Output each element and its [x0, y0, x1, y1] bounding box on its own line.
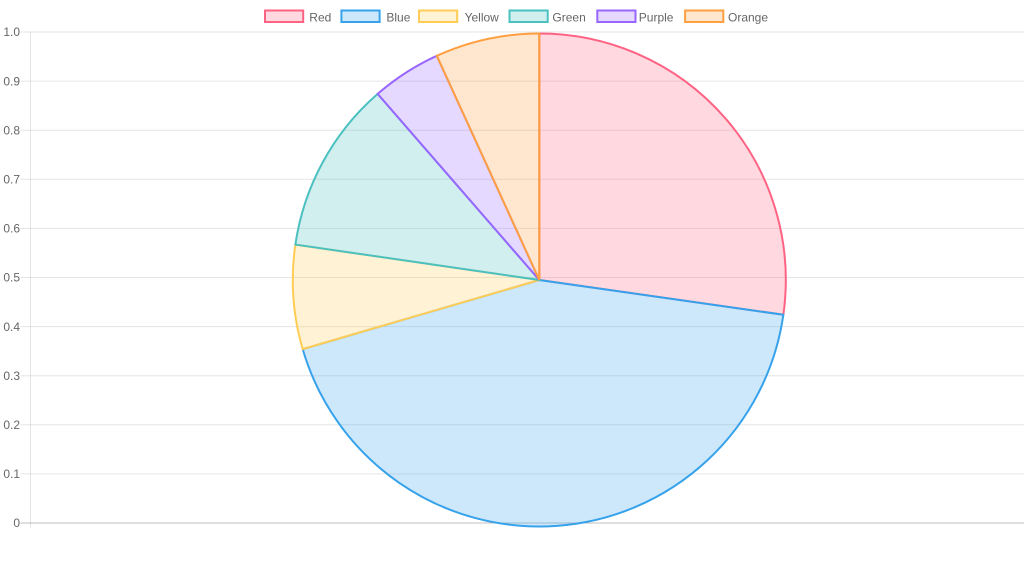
svg-text:0.6: 0.6 [3, 222, 20, 236]
svg-text:0.3: 0.3 [3, 369, 20, 383]
svg-text:0.1: 0.1 [3, 467, 20, 481]
svg-text:0.7: 0.7 [3, 173, 20, 187]
svg-text:Orange: Orange [728, 10, 768, 24]
svg-text:0.4: 0.4 [3, 320, 20, 334]
svg-text:0.5: 0.5 [3, 271, 20, 285]
svg-text:0.8: 0.8 [3, 123, 20, 137]
svg-text:Blue: Blue [386, 10, 410, 24]
svg-text:Purple: Purple [639, 10, 674, 24]
svg-text:Green: Green [552, 10, 585, 24]
svg-text:0: 0 [13, 516, 20, 530]
svg-text:Red: Red [309, 10, 331, 24]
svg-text:0.9: 0.9 [3, 74, 20, 88]
svg-text:0.2: 0.2 [3, 418, 20, 432]
svg-text:Yellow: Yellow [465, 10, 500, 24]
svg-text:1.0: 1.0 [3, 25, 20, 39]
